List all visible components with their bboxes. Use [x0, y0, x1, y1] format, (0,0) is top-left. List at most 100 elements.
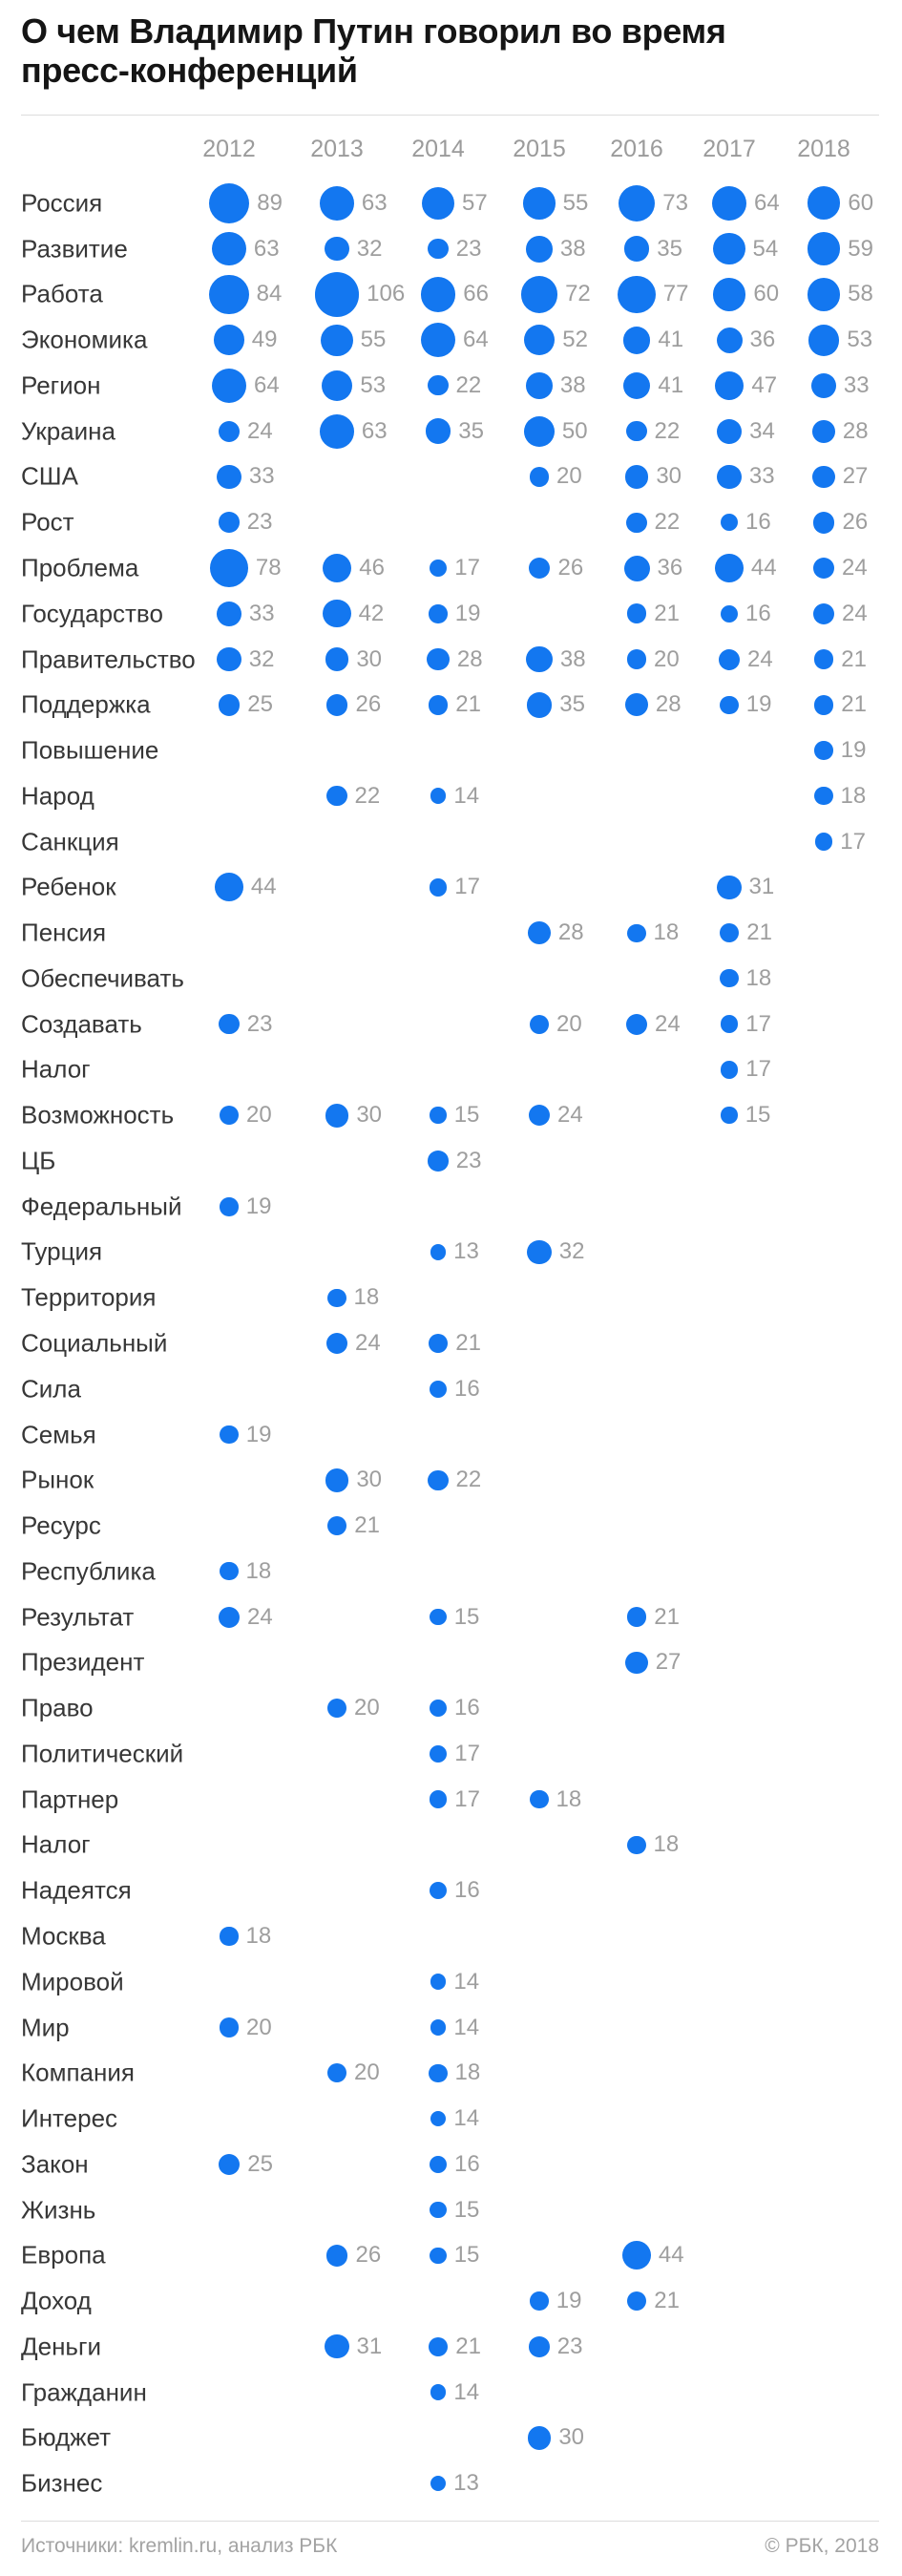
bubble: [812, 419, 835, 443]
bubble: [430, 1244, 447, 1260]
row-label: Социальный: [21, 1328, 168, 1358]
value-label: 13: [453, 1238, 479, 1265]
value-label: 47: [751, 371, 778, 398]
value-label: 24: [247, 417, 273, 444]
table-row: Компания 20 18: [0, 2050, 902, 2096]
table-row: Ребенок 44 17 31: [0, 864, 902, 910]
value-label: 20: [354, 1695, 380, 1721]
bubble: [526, 372, 553, 399]
row-label: Обеспечивать: [21, 963, 184, 993]
row-label: Президент: [21, 1647, 145, 1677]
bubble: [218, 2153, 241, 2176]
value-label: 38: [559, 371, 586, 398]
table-row: Пенсия 28 18 21: [0, 910, 902, 956]
bubble: [524, 415, 555, 447]
value-label: 20: [354, 2059, 380, 2086]
bubble: [717, 464, 742, 490]
bubble: [625, 1651, 648, 1675]
table-row: Деньги 31 21 23: [0, 2324, 902, 2370]
bubble: [626, 603, 647, 624]
bubble: [713, 233, 745, 265]
value-label: 18: [245, 1557, 272, 1584]
table-row: Развитие 63 32 23 38 35 54 59: [0, 226, 902, 272]
source-note: Источники: kremlin.ru, анализ РБК: [21, 2535, 338, 2557]
value-label: 20: [246, 2014, 272, 2040]
bubble: [527, 2426, 552, 2450]
table-row: Семья 19: [0, 1412, 902, 1458]
bubble: [325, 647, 349, 671]
bubble: [220, 1425, 239, 1445]
bubble: [430, 788, 447, 805]
bubble: [807, 232, 841, 265]
bubble: [807, 186, 841, 221]
value-label: 32: [356, 235, 383, 262]
bubble: [430, 1608, 447, 1626]
table-row: Результат 24 15 21: [0, 1594, 902, 1640]
table-row: Мир 20 14: [0, 2005, 902, 2051]
value-label: 21: [455, 2333, 481, 2359]
bubble: [626, 2291, 647, 2312]
bubble: [430, 2247, 447, 2265]
value-label: 46: [359, 555, 385, 581]
table-row: Рынок 30 22: [0, 1457, 902, 1503]
bubble: [529, 2336, 550, 2357]
bubble: [325, 1333, 347, 1355]
bubble: [323, 600, 351, 628]
bubble: [622, 371, 651, 400]
row-label: Рынок: [21, 1465, 94, 1494]
table-row: Украина 24 63 35 50 22 34 28: [0, 409, 902, 454]
value-label: 21: [455, 1330, 481, 1357]
bubble: [428, 2336, 449, 2357]
bubble: [428, 238, 449, 260]
bubble: [215, 873, 243, 902]
value-label: 18: [454, 2059, 481, 2086]
bubble: [430, 1700, 447, 1718]
value-label: 53: [360, 371, 387, 398]
value-label: 84: [256, 281, 283, 307]
value-label: 44: [250, 874, 277, 900]
value-label: 60: [753, 281, 780, 307]
row-label: Ресурс: [21, 1510, 101, 1540]
value-label: 14: [453, 1968, 480, 1995]
bubble: [325, 2334, 349, 2359]
bubble: [622, 326, 651, 354]
row-label: Развитие: [21, 234, 128, 264]
bubble: [322, 553, 352, 583]
bubble: [218, 420, 240, 442]
row-label: ЦБ: [21, 1146, 56, 1175]
bubble: [720, 1015, 739, 1033]
bubble: [428, 695, 449, 715]
row-label: Народ: [21, 781, 94, 811]
value-label: 63: [361, 189, 388, 216]
value-label: 38: [559, 645, 586, 672]
table-row: США 33 20 30 33 27: [0, 454, 902, 500]
table-row: Налог 17: [0, 1047, 902, 1093]
value-label: 27: [655, 1649, 682, 1676]
value-label: 17: [745, 1056, 771, 1083]
value-label: 32: [558, 1238, 585, 1265]
bubble: [321, 324, 353, 356]
row-label: Мир: [21, 2013, 70, 2041]
bubble: [527, 1239, 552, 1265]
table-row: Создавать 23 20 24 17: [0, 1002, 902, 1047]
bubble: [326, 786, 347, 807]
row-label: Налог: [21, 1054, 91, 1084]
row-label: Ребенок: [21, 872, 116, 901]
table-row: Поддержка 25 26 21 35 28 19 21: [0, 682, 902, 728]
value-label: 26: [842, 509, 869, 536]
bubble: [721, 1107, 738, 1124]
bubble: [712, 185, 746, 221]
value-label: 35: [657, 235, 682, 262]
value-label: 36: [749, 327, 776, 353]
bubble: [320, 413, 354, 449]
bubble: [719, 922, 740, 943]
bubble: [430, 2019, 447, 2036]
table-row: Закон 25 16: [0, 2142, 902, 2187]
bubble: [813, 695, 834, 715]
bubble: [627, 1835, 646, 1854]
table-row: Правительство 32 30 28 38 20 24 21: [0, 637, 902, 683]
value-label: 34: [749, 417, 775, 444]
value-label: 33: [748, 463, 775, 490]
row-label: Семья: [21, 1420, 96, 1449]
value-label: 27: [842, 463, 869, 490]
